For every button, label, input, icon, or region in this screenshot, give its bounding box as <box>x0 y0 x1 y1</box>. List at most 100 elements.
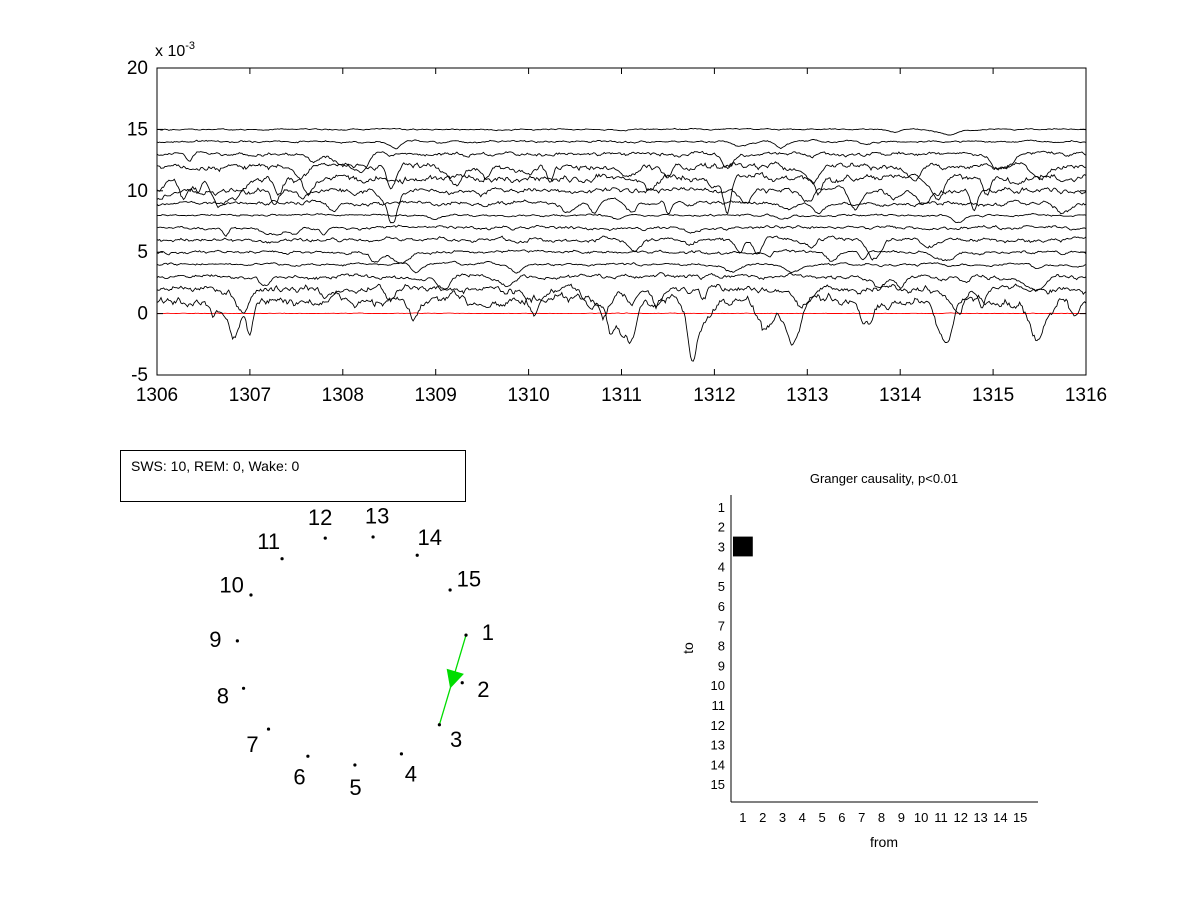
matrix-x-tick-label: 5 <box>818 810 825 825</box>
matrix-y-tick-label: 12 <box>711 718 725 733</box>
trace-series-1 <box>157 312 1087 315</box>
trace-series-2 <box>156 290 1087 362</box>
network-node-marker <box>280 557 284 561</box>
trace-x-tick-label: 1310 <box>507 385 549 406</box>
matrix-x-ticks: 1 2 3 4 5 6 7 8 9 10 11 12 13 14 15 <box>739 810 1027 825</box>
matrix-x-tick-label: 8 <box>878 810 885 825</box>
network-node-marker <box>448 588 452 592</box>
trace-x-tick-label: 1306 <box>136 385 178 406</box>
matrix-x-tick-label: 2 <box>759 810 766 825</box>
matrix-x-label: from <box>870 834 898 850</box>
granger-matrix-plot: Granger causality, p<0.01 1 2 3 4 5 6 7 8 9 10 11 1… <box>680 471 1038 850</box>
network-node-marker <box>464 633 468 637</box>
network-node-label: 14 <box>417 525 441 550</box>
trace-series-3 <box>156 283 1087 322</box>
matrix-y-label: to <box>680 642 696 654</box>
trace-y-tick-label: -5 <box>131 365 148 386</box>
network-node-label: 8 <box>217 684 229 709</box>
trace-x-tick-label: 1311 <box>601 385 642 406</box>
network-node-label: 10 <box>219 573 243 598</box>
network-node-marker <box>266 727 271 731</box>
network-node-label: 11 <box>257 529 280 554</box>
matrix-y-tick-label: 1 <box>718 500 725 515</box>
network-node-marker <box>249 593 253 597</box>
network-node-label: 1 <box>482 620 494 645</box>
trace-y-tick-label: 5 <box>137 242 148 263</box>
matrix-y-tick-label: 3 <box>718 539 725 554</box>
matrix-y-tick-label: 7 <box>718 619 725 634</box>
network-node-marker <box>460 681 464 685</box>
network-edge-arrow <box>446 668 464 689</box>
trace-x-tick-label: 1315 <box>972 385 1014 406</box>
matrix-y-tick-label: 13 <box>711 738 725 753</box>
trace-y-tick-label: 0 <box>137 304 148 325</box>
network-node-marker <box>241 686 246 690</box>
sleep-status-text: SWS: 10, REM: 0, Wake: 0 <box>131 458 300 474</box>
trace-series-9 <box>156 213 1087 224</box>
matrix-y-tick-label: 15 <box>711 777 725 792</box>
trace-x-tick-label: 1309 <box>415 385 457 406</box>
trace-series-11 <box>156 185 1087 224</box>
matrix-cells <box>732 536 753 557</box>
network-node-marker <box>306 754 310 758</box>
network-node-label: 15 <box>457 567 481 592</box>
matrix-y-tick-label: 2 <box>718 520 725 535</box>
matrix-x-tick-label: 15 <box>1013 810 1027 825</box>
trace-y-ticks: -5 0 5 10 15 20 <box>127 58 1086 386</box>
trace-lines <box>156 127 1087 362</box>
trace-x-tick-label: 1314 <box>879 385 922 406</box>
network-node-label: 4 <box>405 762 417 787</box>
trace-x-tick-label: 1307 <box>229 385 271 406</box>
trace-series-6 <box>156 248 1087 265</box>
matrix-x-tick-label: 14 <box>993 810 1007 825</box>
matrix-x-tick-label: 11 <box>934 810 948 825</box>
y-exponent-base: x 10 <box>155 43 185 60</box>
matrix-x-tick-label: 10 <box>914 810 928 825</box>
network-node-label: 13 <box>365 503 389 528</box>
trace-x-ticks: 1306 1307 1308 1309 1310 1311 1312 1313 1314 1315… <box>136 68 1107 406</box>
matrix-x-tick-label: 9 <box>898 810 905 825</box>
network-node-marker <box>323 536 327 540</box>
trace-y-tick-label: 20 <box>127 58 148 79</box>
trace-series-7 <box>156 235 1087 261</box>
trace-x-tick-label: 1312 <box>693 385 735 406</box>
sleep-status-box: SWS: 10, REM: 0, Wake: 0 <box>120 450 466 502</box>
network-edges <box>438 634 467 725</box>
trace-y-tick-label: 15 <box>127 119 148 140</box>
trace-x-tick-label: 1313 <box>786 385 828 406</box>
trace-x-tick-label: 1316 <box>1065 385 1107 406</box>
network-node-label: 7 <box>246 732 258 757</box>
trace-series-4 <box>156 272 1087 292</box>
matrix-x-tick-label: 6 <box>838 810 845 825</box>
network-node-label: 3 <box>450 727 462 752</box>
network-node-label: 6 <box>293 765 305 790</box>
network-node-label: 9 <box>209 627 221 652</box>
trace-series-15 <box>156 138 1087 150</box>
network-node-label: 12 <box>308 505 332 530</box>
matrix-x-tick-label: 13 <box>973 810 987 825</box>
trace-series-5 <box>156 260 1087 274</box>
trace-series-8 <box>156 224 1087 237</box>
trace-y-tick-label: 10 <box>127 181 148 202</box>
matrix-y-tick-label: 8 <box>718 639 725 654</box>
matrix-x-tick-label: 4 <box>799 810 806 825</box>
y-exponent-label: x 10-3 <box>155 40 195 60</box>
trace-series-13 <box>156 161 1087 190</box>
matrix-x-tick-label: 7 <box>858 810 865 825</box>
matrix-x-tick-label: 12 <box>954 810 968 825</box>
matrix-y-tick-label: 14 <box>711 757 725 772</box>
trace-plot-frame <box>156 67 1087 376</box>
network-node-marker <box>399 752 404 756</box>
trace-series-12 <box>156 171 1087 215</box>
trace-series-14 <box>156 150 1087 174</box>
matrix-x-tick-label: 1 <box>739 810 746 825</box>
matrix-y-tick-label: 4 <box>718 559 725 574</box>
network-node-label: 2 <box>477 677 489 702</box>
matrix-cell <box>732 536 753 557</box>
matrix-y-tick-label: 10 <box>711 678 725 693</box>
matrix-x-tick-label: 3 <box>779 810 786 825</box>
